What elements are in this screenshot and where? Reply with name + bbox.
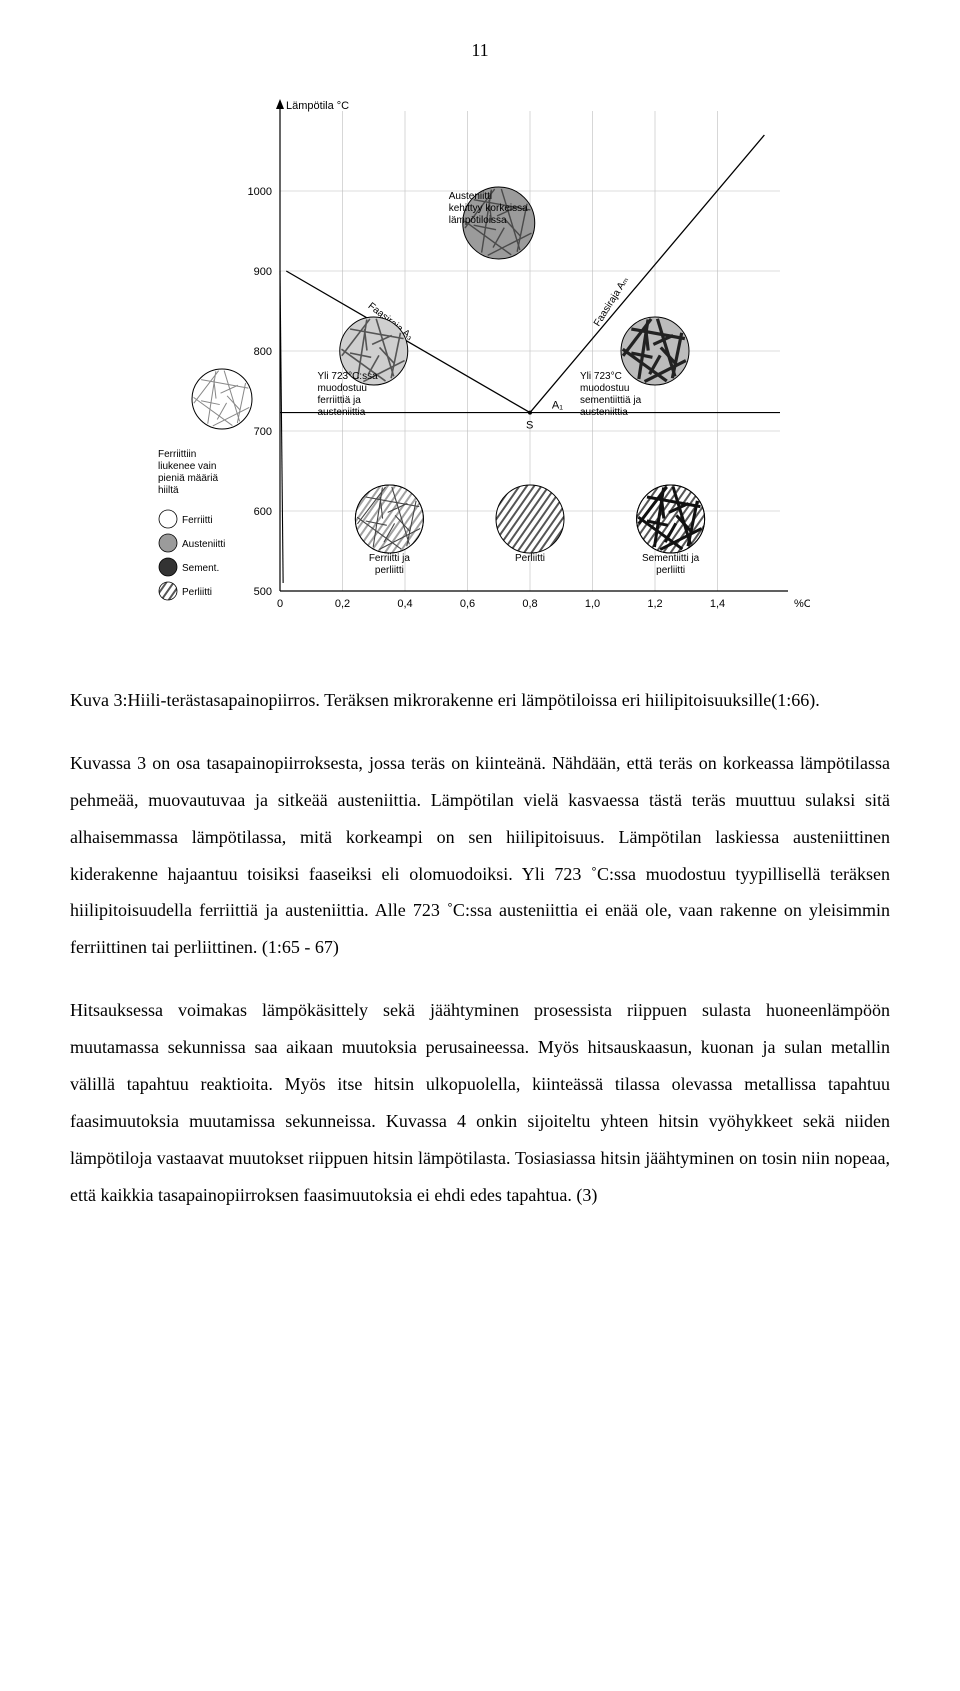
- paragraph-2: Hitsauksessa voimakas lämpökäsittely sek…: [70, 992, 890, 1213]
- svg-text:kehittyy korkeissa: kehittyy korkeissa: [449, 203, 528, 214]
- svg-text:ferriittiä ja: ferriittiä ja: [318, 395, 362, 406]
- paragraph-1: Kuvassa 3 on osa tasapainopiirroksesta, …: [70, 745, 890, 966]
- svg-text:austeniittia: austeniittia: [318, 407, 366, 418]
- svg-text:Lämpötila °C: Lämpötila °C: [286, 100, 349, 112]
- svg-text:Perliitti: Perliitti: [182, 587, 212, 598]
- svg-text:%C: %C: [794, 598, 810, 610]
- svg-text:600: 600: [254, 506, 272, 518]
- svg-text:800: 800: [254, 346, 272, 358]
- svg-text:Perliitti: Perliitti: [515, 553, 545, 564]
- svg-text:Sement.: Sement.: [182, 563, 219, 574]
- svg-text:1,2: 1,2: [647, 598, 662, 610]
- svg-text:Ferriitti: Ferriitti: [182, 515, 213, 526]
- svg-text:Ferriitti ja: Ferriitti ja: [369, 553, 411, 564]
- svg-text:A₁: A₁: [552, 400, 563, 412]
- svg-text:1,0: 1,0: [585, 598, 600, 610]
- page-number: 11: [70, 40, 890, 61]
- body-text: Kuva 3:Hiili-terästasapainopiirros. Terä…: [70, 682, 890, 1214]
- svg-text:Yli 723°C: Yli 723°C: [580, 371, 622, 382]
- svg-text:S: S: [526, 420, 533, 432]
- figure-caption: Kuva 3:Hiili-terästasapainopiirros. Terä…: [70, 682, 890, 719]
- svg-text:0,8: 0,8: [522, 598, 537, 610]
- svg-text:lämpötiloissa: lämpötiloissa: [449, 215, 507, 226]
- svg-text:900: 900: [254, 266, 272, 278]
- svg-text:Yli 723°C:ssa: Yli 723°C:ssa: [318, 371, 379, 382]
- svg-text:0: 0: [277, 598, 283, 610]
- svg-text:liukenee vain: liukenee vain: [158, 461, 216, 472]
- svg-text:Austeniitti: Austeniitti: [449, 191, 492, 202]
- svg-text:pieniä määriä: pieniä määriä: [158, 473, 218, 484]
- svg-text:0,4: 0,4: [397, 598, 412, 610]
- svg-text:500: 500: [254, 586, 272, 598]
- svg-text:perliitti: perliitti: [375, 565, 404, 576]
- phase-diagram: 0 0,2 0,4 0,6 0,8 1,0 1,2 1,4 %C 500 600 700 800 900 1…: [150, 81, 810, 646]
- svg-text:700: 700: [254, 426, 272, 438]
- svg-text:Sementiitti ja: Sementiitti ja: [642, 553, 700, 564]
- svg-text:1000: 1000: [248, 186, 272, 198]
- svg-text:perliitti: perliitti: [656, 565, 685, 576]
- svg-text:muodostuu: muodostuu: [318, 383, 367, 394]
- svg-text:1,4: 1,4: [710, 598, 725, 610]
- svg-text:0,6: 0,6: [460, 598, 475, 610]
- svg-text:Ferriittiin: Ferriittiin: [158, 449, 196, 460]
- svg-text:Austeniitti: Austeniitti: [182, 539, 225, 550]
- svg-text:hiiltä: hiiltä: [158, 485, 179, 496]
- svg-text:0,2: 0,2: [335, 598, 350, 610]
- svg-text:Faasiraja Aₘ: Faasiraja Aₘ: [592, 275, 631, 329]
- svg-text:austeniittia: austeniittia: [580, 407, 628, 418]
- svg-text:sementiittiä ja: sementiittiä ja: [580, 395, 642, 406]
- svg-text:muodostuu: muodostuu: [580, 383, 629, 394]
